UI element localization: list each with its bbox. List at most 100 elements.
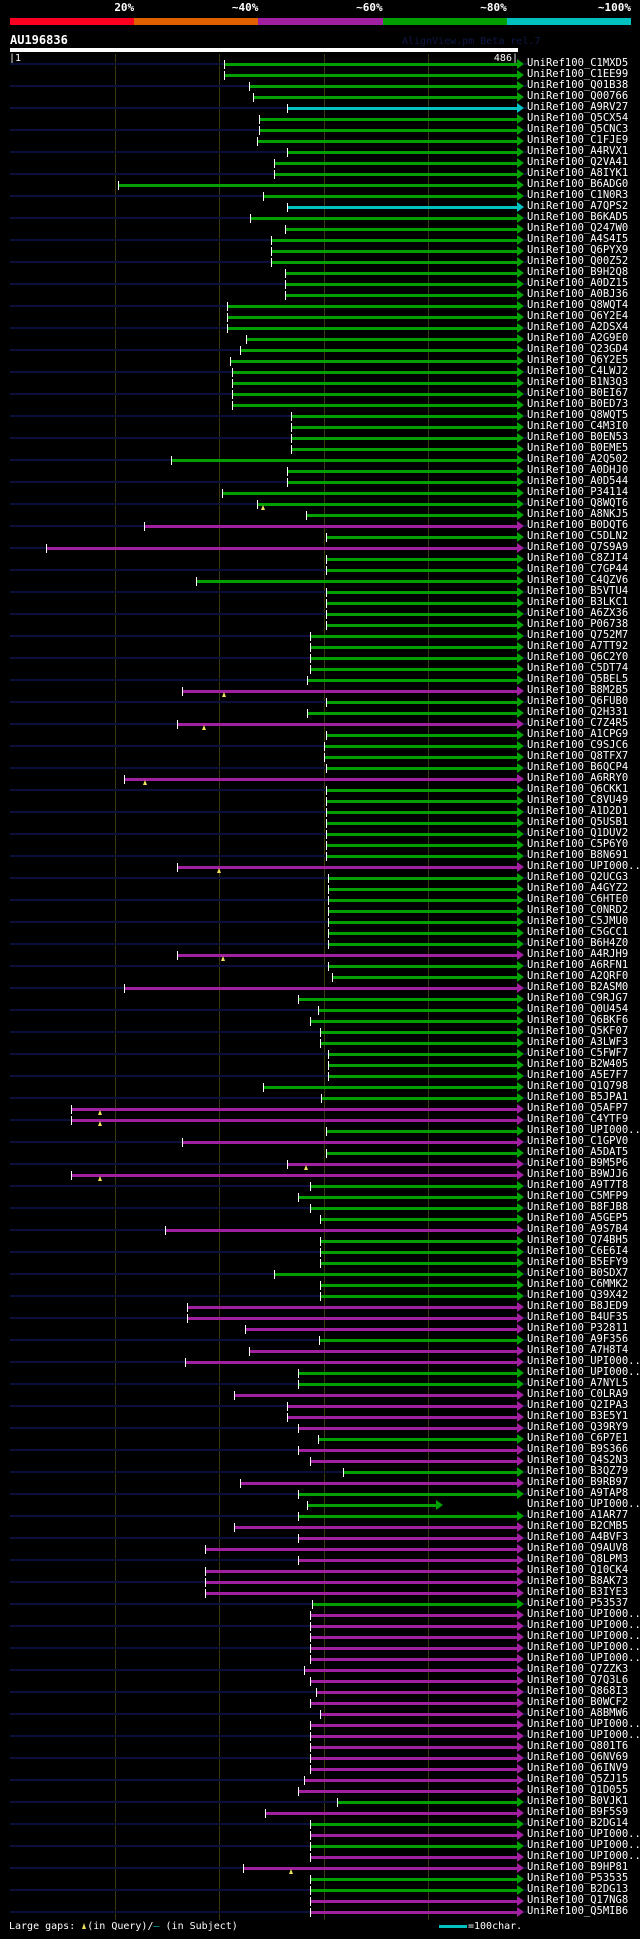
alignment-bar (309, 1888, 517, 1892)
hit-label: UniRef100_Q4S2N3 (527, 1454, 629, 1466)
alignment-start-tick (46, 543, 47, 553)
alignment-end-arrow-icon (516, 950, 524, 960)
hit-label: UniRef100_B6ADG0 (527, 178, 629, 190)
row-background-line (523, 1009, 527, 1011)
hit-label: UniRef100_B9F5S9 (527, 1806, 629, 1818)
alignment-start-tick (310, 631, 311, 641)
hit-label: UniRef100_C4LWJ2 (527, 365, 629, 377)
row-background-line (523, 855, 527, 857)
alignment-end-arrow-icon (516, 554, 524, 564)
alignment-end-arrow-icon (516, 1225, 524, 1235)
row-background-line (10, 1493, 299, 1495)
alignment-bar (325, 832, 517, 836)
alignment-start-tick (310, 1764, 311, 1774)
row-background-line (10, 1757, 310, 1759)
alignment-bar (316, 1690, 517, 1694)
hit-label: UniRef100_Q7Q3L6 (527, 1674, 629, 1686)
alignment-bar (284, 282, 517, 286)
alignment-start-tick (187, 1302, 188, 1312)
hit-label: UniRef100_A7TT92 (527, 640, 629, 652)
alignment-start-tick (328, 939, 329, 949)
alignment-start-tick (310, 1830, 311, 1840)
alignment-end-arrow-icon (516, 345, 524, 355)
row-background-line (523, 63, 527, 65)
alignment-start-tick (307, 708, 308, 718)
alignment-bar (182, 1140, 517, 1144)
row-background-line (523, 1735, 527, 1737)
row-background-line (10, 1317, 187, 1319)
scale-bar (439, 1925, 467, 1928)
subject-gap-dash-icon: – (153, 1921, 160, 1932)
alignment-end-arrow-icon (516, 675, 524, 685)
alignment-start-tick (310, 1742, 311, 1752)
row-background-line (10, 635, 310, 637)
hit-label: UniRef100_B8JED9 (527, 1300, 629, 1312)
row-background-line (10, 811, 326, 813)
alignment-start-tick (177, 950, 178, 960)
alignment-start-tick (320, 1247, 321, 1257)
alignment-bar (325, 557, 517, 561)
row-background-line (10, 195, 263, 197)
alignment-bar (325, 1129, 517, 1133)
alignment-end-arrow-icon (516, 1478, 524, 1488)
hit-label: UniRef100_C1FJE9 (527, 134, 629, 146)
row-background-line (10, 525, 144, 527)
row-background-line (10, 1295, 321, 1297)
hit-label: UniRef100_A4BVF3 (527, 1531, 629, 1543)
alignment-end-arrow-icon (516, 1775, 524, 1785)
alignment-start-tick (320, 1214, 321, 1224)
alignment-start-tick (310, 1621, 311, 1631)
alignment-end-arrow-icon (516, 147, 524, 157)
alignment-start-tick (326, 1148, 327, 1158)
hit-label: UniRef100_B2DG14 (527, 1817, 629, 1829)
alignment-bar (327, 964, 517, 968)
hit-label: UniRef100_Q6FUB0 (527, 695, 629, 707)
row-background-line (10, 1361, 185, 1363)
alignment-end-arrow-icon (516, 1841, 524, 1851)
hit-label: UniRef100_B8N691 (527, 849, 629, 861)
row-background-line (10, 745, 324, 747)
row-background-line (523, 239, 527, 241)
alignment-end-arrow-icon (516, 1654, 524, 1664)
row-background-line (523, 1691, 527, 1693)
alignment-bar (239, 1481, 517, 1485)
alignment-end-arrow-icon (516, 1379, 524, 1389)
alignment-start-tick (321, 1093, 322, 1103)
alignment-start-tick (71, 1104, 72, 1114)
hit-label: UniRef100_B0SDX7 (527, 1267, 629, 1279)
hit-label: UniRef100_C5GCC1 (527, 926, 629, 938)
alignment-end-arrow-icon (516, 1071, 524, 1081)
alignment-bar (298, 1426, 517, 1430)
row-background-line (523, 1867, 527, 1869)
alignment-bar (177, 722, 517, 726)
alignment-bar (286, 1162, 517, 1166)
alignment-end-arrow-icon (516, 422, 524, 432)
alignment-bar (271, 260, 517, 264)
row-background-line (10, 415, 292, 417)
axis-end-label: 486| (493, 53, 518, 64)
alignment-bar (327, 909, 517, 913)
alignment-end-arrow-icon (516, 1632, 524, 1642)
alignment-end-arrow-icon (516, 1434, 524, 1444)
alignment-bar (309, 1019, 517, 1023)
alignment-start-tick (320, 1280, 321, 1290)
alignment-end-arrow-icon (516, 1324, 524, 1334)
alignment-bar (306, 678, 517, 682)
row-background-line (10, 371, 232, 373)
row-background-line (523, 261, 527, 263)
hit-label: UniRef100_Q00Z52 (527, 255, 629, 267)
alignment-bar (286, 106, 517, 110)
alignment-start-tick (298, 1192, 299, 1202)
alignment-bar (227, 304, 517, 308)
alignment-start-tick (326, 818, 327, 828)
row-background-line (10, 767, 326, 769)
row-background-line (523, 921, 527, 923)
hit-label: UniRef100_Q8WQT4 (527, 299, 629, 311)
row-background-line (523, 899, 527, 901)
alignment-bar (284, 271, 517, 275)
alignment-end-arrow-icon (516, 961, 524, 971)
hit-label: UniRef100_C7GP44 (527, 563, 629, 575)
alignment-start-tick (71, 1170, 72, 1180)
alignment-start-tick (124, 983, 125, 993)
